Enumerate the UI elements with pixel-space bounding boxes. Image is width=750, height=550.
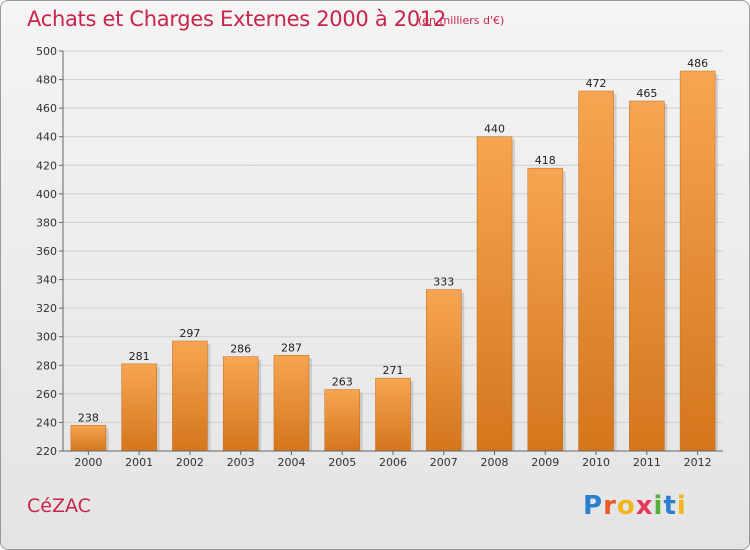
y-tick-label: 220: [36, 445, 57, 458]
data-label: 286: [230, 343, 251, 356]
logo-letter: r: [603, 491, 617, 521]
x-tick-label: 2003: [227, 456, 255, 469]
logo-letter: i: [676, 491, 687, 521]
data-label: 263: [332, 376, 353, 389]
y-tick-label: 300: [36, 331, 57, 344]
logo-letter: i: [653, 491, 664, 521]
y-tick-label: 320: [36, 302, 57, 315]
logo-letter: t: [663, 491, 677, 521]
bar: [578, 90, 614, 452]
x-tick-label: 2002: [176, 456, 204, 469]
data-label: 472: [586, 77, 607, 90]
x-tick-label: 2004: [277, 456, 305, 469]
proxiti-logo: Proxiti: [583, 491, 687, 521]
bar: [679, 70, 716, 452]
y-tick-label: 500: [36, 45, 57, 58]
x-tick-label: 2007: [430, 456, 458, 469]
data-label: 486: [687, 57, 708, 70]
logo-letter: o: [616, 491, 636, 521]
commune-name: CéZAC: [27, 495, 91, 517]
y-tick-label: 260: [36, 388, 57, 401]
data-label: 333: [433, 276, 454, 289]
data-label: 465: [636, 87, 657, 100]
x-tick-label: 2010: [582, 456, 610, 469]
y-tick-label: 420: [36, 159, 57, 172]
y-tick-label: 440: [36, 131, 57, 144]
bar: [476, 136, 513, 452]
y-tick-label: 480: [36, 74, 57, 87]
bar: [375, 377, 411, 452]
data-label: 440: [484, 123, 505, 136]
chart-title: Achats et Charges Externes 2000 à 2012: [27, 7, 447, 31]
x-tick-label: 2008: [481, 456, 509, 469]
x-tick-label: 2000: [74, 456, 102, 469]
x-tick-label: 2005: [328, 456, 356, 469]
bar: [222, 356, 259, 452]
y-tick-label: 340: [36, 274, 57, 287]
bar: [527, 167, 564, 452]
y-tick-label: 240: [36, 416, 57, 429]
x-tick-label: 2012: [684, 456, 712, 469]
chart-subtitle: (en milliers d'€): [418, 14, 505, 27]
data-label: 287: [281, 341, 302, 354]
logo-letter: x: [635, 491, 654, 521]
data-label: 271: [383, 364, 404, 377]
x-tick-label: 2009: [531, 456, 559, 469]
bar: [70, 425, 107, 452]
y-tick-label: 280: [36, 359, 57, 372]
x-tick-label: 2006: [379, 456, 407, 469]
y-tick-label: 380: [36, 216, 57, 229]
bar: [426, 289, 462, 452]
bar: [324, 389, 360, 452]
bar: [172, 340, 208, 452]
bar: [121, 363, 157, 452]
x-tick-label: 2011: [633, 456, 661, 469]
y-tick-label: 400: [36, 188, 57, 201]
data-label: 297: [179, 327, 200, 340]
bar: [629, 100, 665, 452]
y-tick-label: 360: [36, 245, 57, 258]
y-tick-label: 460: [36, 102, 57, 115]
data-label: 418: [535, 154, 556, 167]
data-label: 238: [78, 411, 99, 424]
bar: [273, 355, 310, 452]
logo-letter: P: [583, 491, 604, 521]
data-label: 281: [129, 350, 150, 363]
x-tick-label: 2001: [125, 456, 153, 469]
